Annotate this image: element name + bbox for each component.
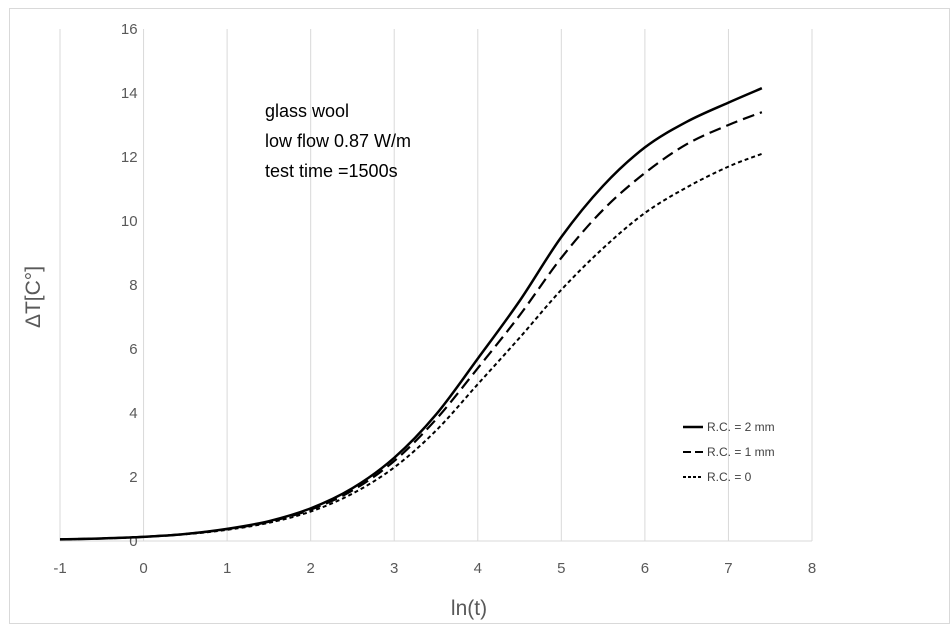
gridlines: [59, 29, 813, 542]
y-tick-label: 10: [121, 213, 138, 230]
x-tick-label: 1: [223, 560, 231, 577]
chart-frame: 0 2 4 6 8 10 12 14 16 -1 0 1 2 3 4 5 6 7 8 ΔT[C°] ln(t) g…: [9, 8, 950, 624]
x-tick-label: 0: [139, 560, 147, 577]
x-tick-labels: -1 0 1 2 3 4 5 6 7 8: [53, 560, 816, 577]
x-axis-title: ln(t): [451, 597, 487, 620]
y-tick-label: 16: [121, 21, 138, 38]
annotation-material: glass wool: [265, 101, 349, 121]
y-tick-label: 0: [129, 533, 137, 550]
y-tick-label: 12: [121, 149, 138, 166]
legend: R.C. = 2 mm R.C. = 1 mm R.C. = 0: [683, 420, 775, 484]
series-line-2: [59, 111, 763, 541]
x-tick-label: 5: [557, 560, 565, 577]
y-tick-label: 2: [129, 469, 137, 486]
x-tick-label: 6: [641, 560, 649, 577]
legend-entry-rc-0: R.C. = 0: [683, 470, 752, 484]
legend-label-rc-2mm: R.C. = 2 mm: [707, 420, 775, 434]
x-tick-label: 7: [724, 560, 732, 577]
legend-label-rc-1mm: R.C. = 1 mm: [707, 445, 775, 459]
legend-label-rc-0: R.C. = 0: [707, 470, 752, 484]
x-tick-label: 4: [474, 560, 482, 577]
annotation-block: glass wool low flow 0.87 W/m test time =…: [265, 101, 411, 181]
series-line-1: [59, 87, 763, 541]
y-tick-label: 8: [129, 277, 137, 294]
annotation-flow: low flow 0.87 W/m: [265, 131, 411, 151]
x-tick-label: 3: [390, 560, 398, 577]
y-axis-title: ΔT[C°]: [22, 266, 45, 328]
y-tick-labels: 0 2 4 6 8 10 12 14 16: [121, 21, 138, 550]
legend-entry-rc-2mm: R.C. = 2 mm: [683, 420, 775, 434]
x-tick-label: -1: [53, 560, 66, 577]
series-lines: [59, 87, 763, 541]
y-tick-label: 14: [121, 85, 138, 102]
legend-entry-rc-1mm: R.C. = 1 mm: [683, 445, 775, 459]
series-line-3: [59, 152, 763, 541]
y-tick-label: 6: [129, 341, 137, 358]
annotation-test-time: test time =1500s: [265, 161, 398, 181]
x-tick-label: 8: [808, 560, 816, 577]
y-tick-label: 4: [129, 405, 137, 422]
x-tick-label: 2: [306, 560, 314, 577]
